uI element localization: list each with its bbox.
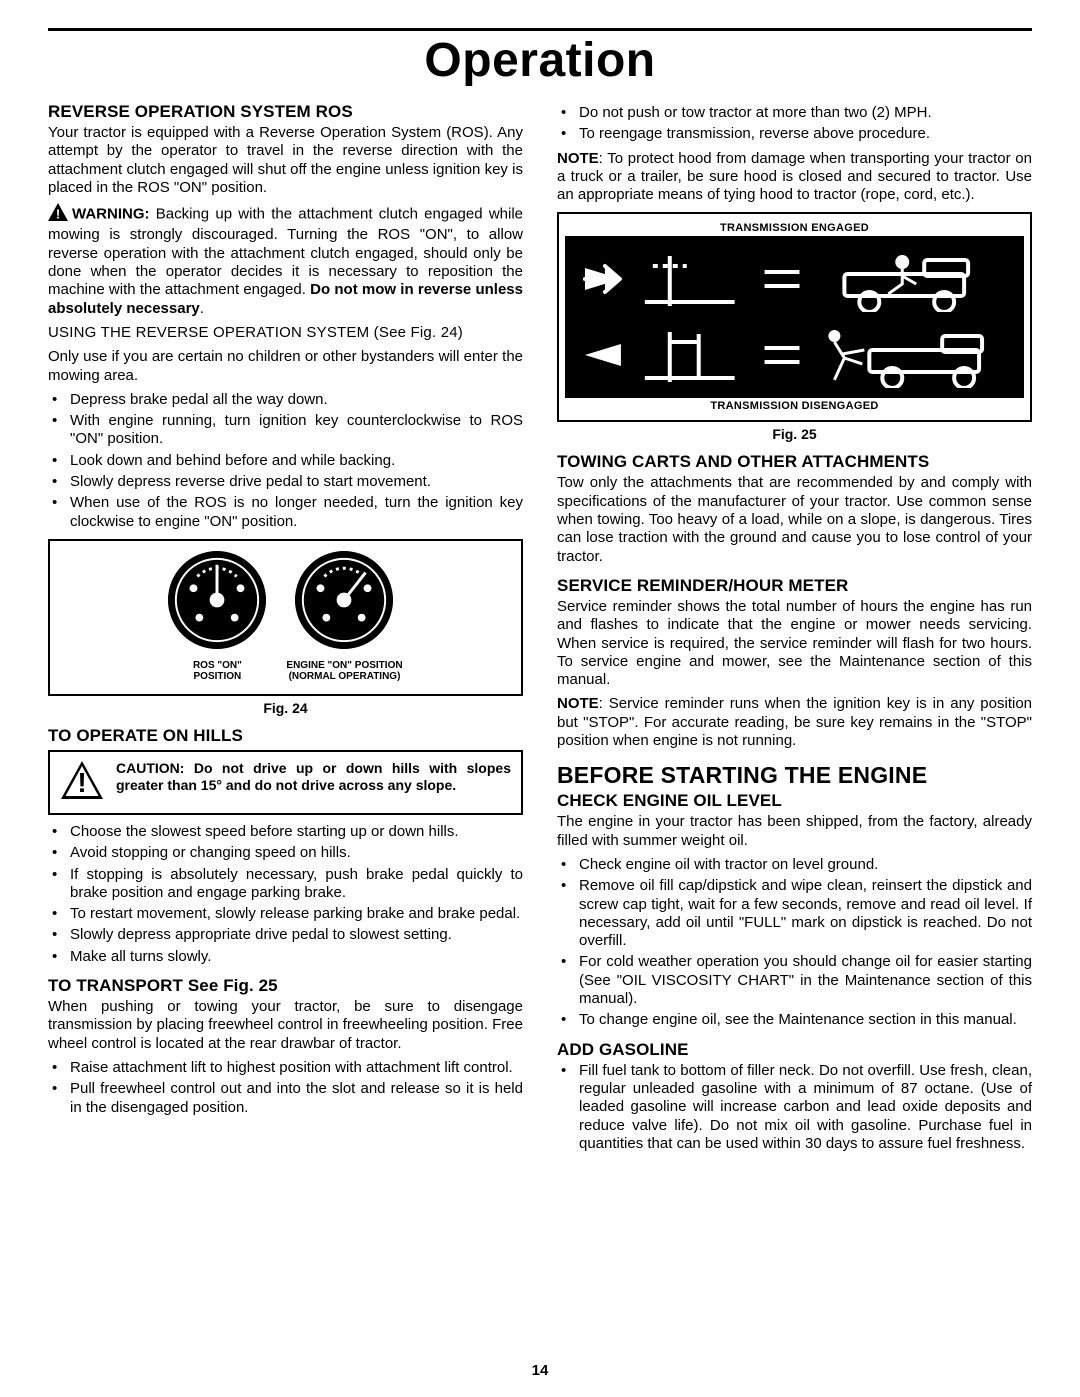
svg-text:!: !: [56, 207, 60, 222]
list-item: To change engine oil, see the Maintenanc…: [557, 1011, 1032, 1029]
oil-bullets: Check engine oil with tractor on level g…: [557, 856, 1032, 1030]
transport-bullets-cont: Do not push or tow tractor at more than …: [557, 104, 1032, 144]
list-item: If stopping is absolutely necessary, pus…: [48, 866, 523, 903]
list-item: To restart movement, slowly release park…: [48, 905, 523, 923]
note-label: NOTE: [557, 150, 599, 167]
note-label-2: NOTE: [557, 695, 599, 712]
caution-text: CAUTION: Do not drive up or down hills w…: [116, 760, 511, 794]
fig25-caption: Fig. 25: [557, 426, 1032, 442]
list-item: Raise attachment lift to highest positio…: [48, 1059, 523, 1077]
caution-box: ! CAUTION: Do not drive up or down hills…: [48, 750, 523, 815]
fig24-right-label-1: ENGINE "ON" POSITION: [286, 660, 402, 671]
ros-para1: Your tractor is equipped with a Reverse …: [48, 124, 523, 197]
list-item: Slowly depress reverse drive pedal to st…: [48, 473, 523, 491]
towing-para: Tow only the attachments that are recomm…: [557, 474, 1032, 565]
hills-bullets: Choose the slowest speed before starting…: [48, 823, 523, 966]
two-column-layout: REVERSE OPERATION SYSTEM ROS Your tracto…: [48, 102, 1032, 1159]
list-item: To reengage transmission, reverse above …: [557, 125, 1032, 143]
top-rule: [48, 28, 1032, 31]
warning-icon: !: [48, 203, 68, 226]
transport-bullets: Raise attachment lift to highest positio…: [48, 1059, 523, 1117]
ros-warning: ! WARNING: Backing up with the attachmen…: [48, 203, 523, 318]
page-number: 14: [0, 1362, 1080, 1379]
list-item: Avoid stopping or changing speed on hill…: [48, 844, 523, 862]
fig25-frame: TRANSMISSION ENGAGED: [557, 212, 1032, 422]
svg-text:!: !: [77, 767, 86, 798]
list-item: Choose the slowest speed before starting…: [48, 823, 523, 841]
list-item: Pull freewheel control out and into the …: [48, 1080, 523, 1117]
ros-dial-icon: [168, 551, 266, 649]
caution-icon: !: [60, 760, 104, 805]
list-item: With engine running, turn ignition key c…: [48, 412, 523, 449]
towing-heading: TOWING CARTS AND OTHER ATTACHMENTS: [557, 452, 1032, 472]
list-item: When use of the ROS is no longer needed,…: [48, 494, 523, 531]
list-item: Do not push or tow tractor at more than …: [557, 104, 1032, 122]
fig25-bottom-label: TRANSMISSION DISENGAGED: [565, 400, 1024, 412]
fig24-left-label-1: ROS "ON": [168, 660, 266, 671]
ros-using-line: USING THE REVERSE OPERATION SYSTEM (See …: [48, 324, 523, 342]
fig24-left-label-2: POSITION: [168, 671, 266, 682]
ros-only-use: Only use if you are certain no children …: [48, 348, 523, 385]
before-heading: BEFORE STARTING THE ENGINE: [557, 762, 1032, 789]
service-note-text: : Service reminder runs when the ignitio…: [557, 695, 1032, 749]
fig25-top-label: TRANSMISSION ENGAGED: [565, 222, 1024, 234]
engine-dial-icon: [295, 551, 393, 649]
hills-heading: TO OPERATE ON HILLS: [48, 726, 523, 746]
service-para: Service reminder shows the total number …: [557, 598, 1032, 689]
hood-note: NOTE: To protect hood from damage when t…: [557, 150, 1032, 205]
right-column: Do not push or tow tractor at more than …: [557, 102, 1032, 1159]
ros-heading: REVERSE OPERATION SYSTEM ROS: [48, 102, 523, 122]
transmission-engaged-icon: [575, 246, 1014, 312]
warning-period: .: [200, 300, 204, 317]
gas-heading: ADD GASOLINE: [557, 1040, 1032, 1060]
service-heading: SERVICE REMINDER/HOUR METER: [557, 576, 1032, 596]
list-item: Check engine oil with tractor on level g…: [557, 856, 1032, 874]
note-text: : To protect hood from damage when trans…: [557, 150, 1032, 204]
warning-label: WARNING:: [72, 206, 150, 223]
oil-para: The engine in your tractor has been ship…: [557, 813, 1032, 850]
oil-heading: CHECK ENGINE OIL LEVEL: [557, 791, 1032, 811]
list-item: Depress brake pedal all the way down.: [48, 391, 523, 409]
list-item: Look down and behind before and while ba…: [48, 452, 523, 470]
list-item: Fill fuel tank to bottom of filler neck.…: [557, 1062, 1032, 1153]
left-column: REVERSE OPERATION SYSTEM ROS Your tracto…: [48, 102, 523, 1159]
list-item: For cold weather operation you should ch…: [557, 953, 1032, 1008]
fig25-panel: [565, 236, 1024, 398]
fig24-caption: Fig. 24: [48, 700, 523, 716]
ros-bullets: Depress brake pedal all the way down. Wi…: [48, 391, 523, 531]
transmission-disengaged-icon: [575, 322, 1014, 388]
gas-bullets: Fill fuel tank to bottom of filler neck.…: [557, 1062, 1032, 1153]
list-item: Slowly depress appropriate drive pedal t…: [48, 926, 523, 944]
service-note: NOTE: Service reminder runs when the ign…: [557, 695, 1032, 750]
transport-heading: TO TRANSPORT See Fig. 25: [48, 976, 523, 996]
fig24-frame: ROS "ON" POSITION: [48, 539, 523, 696]
transport-para: When pushing or towing your tractor, be …: [48, 998, 523, 1053]
list-item: Remove oil fill cap/dipstick and wipe cl…: [557, 877, 1032, 950]
list-item: Make all turns slowly.: [48, 948, 523, 966]
page-title: Operation: [48, 33, 1032, 88]
fig24-right-label-2: (NORMAL OPERATING): [286, 671, 402, 682]
